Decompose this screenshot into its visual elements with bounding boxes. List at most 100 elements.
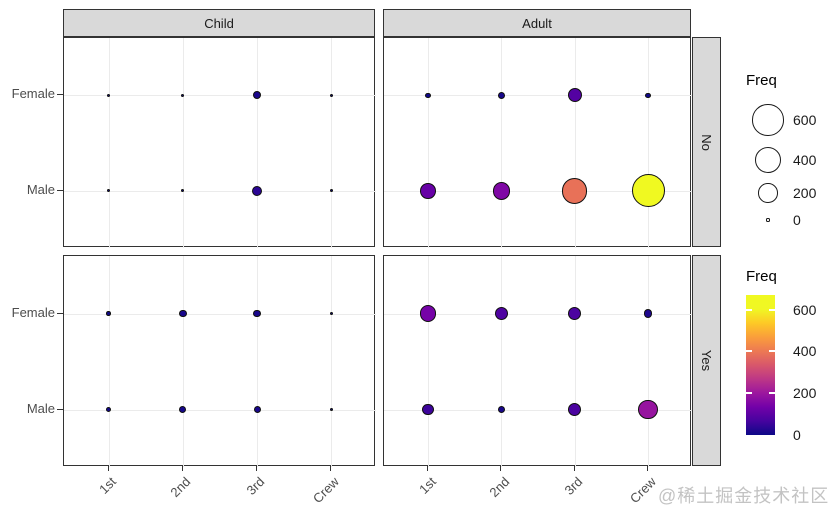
gradient-tick-mark [769,350,775,353]
facet-strip-yes-label: Yes [699,349,714,372]
gridline-vertical [574,38,576,248]
x-axis-label-1st: 1st [415,474,439,497]
y-axis-label-female: Female [11,304,55,320]
y-axis-label-female: Female [11,86,55,102]
y-axis-label-male: Male [26,400,55,416]
facet-strip-no-label: No [699,133,714,151]
gradient-tick-mark [746,392,752,395]
bubble-child-no-male-2nd [181,189,185,193]
bubble-adult-yes-male-3rd [568,402,582,417]
facet-strip-child: Child [63,9,375,37]
x-tick-mark [107,466,109,471]
x-axis-label-3rd: 3rd [243,474,268,498]
color-legend-label-400: 400 [793,343,817,360]
bubble-child-no-male-1st [107,189,111,193]
bubble-adult-yes-male-1st [422,403,434,416]
bubble-adult-no-male-3rd [561,177,588,204]
x-tick-mark [573,466,575,471]
gridline-vertical [574,256,576,467]
bubble-adult-yes-female-1st [419,305,437,322]
panel-adult-yes [383,255,692,467]
color-gradient-bar [746,295,775,435]
x-axis-label-crew: Crew [626,474,659,507]
gradient-tick-mark [769,392,775,395]
size-legend-circle-200 [758,183,778,203]
facet-strip-child-label: Child [204,15,234,31]
bubble-child-no-female-crew [329,93,333,97]
gridline-vertical [257,256,259,467]
gridline-horizontal [384,313,692,315]
size-legend-label-200: 200 [793,185,817,201]
size-legend-title: Freq [746,72,777,89]
x-tick-mark [500,466,502,471]
x-tick-mark [647,466,648,471]
gridline-horizontal [384,409,692,411]
bubble-child-no-female-1st [107,93,111,97]
gridline-vertical [331,256,333,467]
gridline-vertical [648,256,649,467]
size-legend-circle-600 [752,104,784,136]
bubble-child-no-male-3rd [252,185,263,196]
bubble-adult-no-female-2nd [497,91,506,99]
x-tick-mark [427,466,428,471]
bubble-child-yes-female-2nd [179,309,187,318]
gridline-horizontal [64,95,376,97]
gridline-horizontal [384,95,692,97]
gridline-horizontal [64,409,376,411]
size-legend-label-600: 600 [793,112,817,128]
bubble-child-yes-female-3rd [253,309,261,318]
bubble-child-yes-male-3rd [253,405,261,414]
y-axis-label-male: Male [26,181,55,197]
gridline-vertical [108,38,110,248]
panel-adult-no [383,37,692,248]
x-axis-label-2nd: 2nd [167,474,194,500]
gridline-vertical [648,38,649,248]
color-legend-label-200: 200 [793,385,817,402]
facet-strip-adult: Adult [383,9,691,37]
color-legend-label-600: 600 [793,301,817,318]
bubble-child-yes-male-2nd [179,405,187,413]
gradient-tick-mark [746,308,752,311]
gridline-vertical [501,38,503,248]
x-axis-label-2nd: 2nd [485,474,512,500]
bubble-adult-no-female-3rd [567,88,582,103]
bubble-adult-yes-female-2nd [494,306,509,321]
bubble-child-yes-male-1st [105,406,112,413]
bubble-adult-no-male-1st [420,182,436,199]
y-tick-mark [57,189,63,191]
bubble-adult-no-male-crew [631,174,665,208]
bubble-child-no-male-crew [329,189,333,193]
bubble-child-yes-female-1st [106,311,111,316]
y-tick-mark [57,94,63,96]
gridline-vertical [331,38,333,248]
facet-strip-yes: Yes [692,255,721,466]
bubble-child-no-female-3rd [253,91,262,100]
gridline-horizontal [384,190,692,192]
gridline-horizontal [64,190,376,192]
size-legend-circle-400 [754,146,782,174]
gridline-vertical [428,38,429,248]
bubble-adult-yes-male-2nd [497,405,506,414]
bubble-child-no-female-2nd [181,93,185,97]
gradient-tick-mark [769,308,775,311]
gradient-tick-mark [746,350,752,353]
bubble-adult-no-female-crew [645,92,651,98]
gridline-vertical [108,256,110,467]
bubble-adult-yes-male-crew [638,399,658,420]
bubble-adult-yes-female-crew [643,309,653,318]
x-axis-label-1st: 1st [96,474,120,497]
x-axis-label-3rd: 3rd [561,474,586,498]
bubble-adult-yes-female-3rd [568,306,582,321]
gridline-horizontal [64,313,376,315]
gridline-vertical [428,256,429,467]
x-tick-mark [256,466,258,471]
gridline-vertical [182,38,184,248]
y-tick-mark [57,312,63,314]
x-tick-mark [330,466,332,471]
bubble-adult-no-female-1st [425,92,431,98]
panel-child-yes [63,255,376,467]
gridline-vertical [182,256,184,467]
panel-child-no [63,37,376,248]
facet-strip-no: No [692,37,721,247]
